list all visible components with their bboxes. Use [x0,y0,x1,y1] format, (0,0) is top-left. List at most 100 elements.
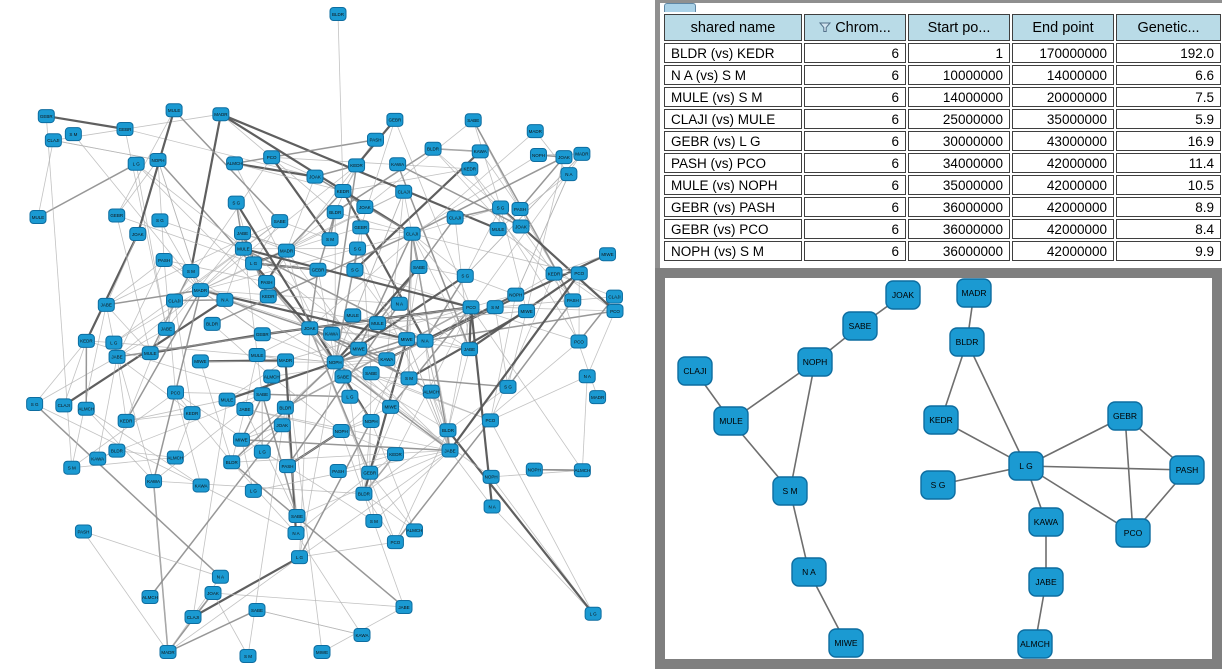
network-edge[interactable] [553,273,615,298]
network-node[interactable]: MIWE [232,432,250,447]
network-edge[interactable] [411,156,565,235]
network-edge[interactable] [200,289,407,341]
network-node-MADR[interactable]: MADR [956,278,992,308]
network-node[interactable]: KEDR [77,333,95,348]
network-node[interactable]: PASH [564,293,582,308]
network-edge[interactable] [174,300,193,414]
network-edge[interactable] [494,273,555,308]
table-cell[interactable]: 6.6 [1116,65,1221,85]
network-edge[interactable] [83,531,169,653]
table-cell[interactable]: 36000000 [908,241,1010,261]
network-edge[interactable] [298,420,372,558]
network-node[interactable]: PASH [329,463,347,478]
network-node[interactable]: S M [182,263,200,278]
network-edge[interactable] [495,306,616,312]
network-edge[interactable] [479,151,521,210]
network-edge[interactable] [113,289,201,344]
network-node[interactable]: JABE [157,321,175,336]
network-edge[interactable] [411,233,466,277]
network-edge[interactable] [45,116,73,468]
network-edge[interactable] [358,348,432,393]
network-node[interactable]: NOPH [326,355,344,370]
network-node[interactable]: N A [578,369,596,384]
network-edge[interactable] [116,259,165,358]
network-node-BLDR[interactable]: BLDR [949,327,985,357]
network-node-GEBR[interactable]: GEBR [1107,401,1143,431]
network-node[interactable]: S G [227,195,245,210]
network-edge[interactable] [373,450,451,522]
network-edge[interactable] [234,139,376,165]
network-edge[interactable] [226,361,336,401]
network-node[interactable]: BLDR [203,316,221,331]
network-node-JABE[interactable]: JABE [1028,567,1064,597]
network-node[interactable]: S G [349,241,367,256]
table-cell[interactable]: BLDR (vs) KEDR [664,43,802,63]
network-edge[interactable] [253,262,319,271]
table-cell[interactable]: 16.9 [1116,131,1221,151]
network-node[interactable]: MULE [234,241,252,256]
network-edge[interactable] [287,465,375,522]
network-node[interactable]: BLDR [223,455,241,470]
network-edge[interactable] [85,233,139,342]
network-node[interactable]: L G [245,256,263,271]
network-node[interactable]: S M [239,649,257,663]
network-edge[interactable] [235,202,245,249]
network-edge[interactable] [369,472,415,531]
network-node[interactable]: CLAJI [395,184,413,199]
network-edge[interactable] [116,356,127,421]
network-edge[interactable] [295,532,363,636]
network-node[interactable]: S M [365,514,383,529]
network-node[interactable]: JABE [461,342,479,357]
table-row[interactable]: BLDR (vs) KEDR 6 1 170000000 192.0 [664,43,1221,63]
network-node[interactable]: SABE [288,509,306,524]
table-row[interactable]: GEBR (vs) L G 6 30000000 43000000 16.9 [664,131,1221,151]
table-cell[interactable]: 7.5 [1116,87,1221,107]
network-edge[interactable] [309,327,451,451]
column-header-end-point[interactable]: End point [1012,14,1114,41]
network-edge[interactable] [34,340,87,405]
network-node[interactable]: PASH [511,202,529,216]
network-edge[interactable] [86,408,202,486]
network-node[interactable]: ALMCH [573,463,591,478]
network-node[interactable]: L G [253,444,271,459]
network-node[interactable]: NOPH [362,413,380,428]
network-node[interactable]: JABE [441,443,459,458]
network-node[interactable]: BLDR [355,486,373,501]
network-node-MIWE[interactable]: MIWE [828,628,864,658]
network-edge[interactable] [285,190,344,252]
network-edge[interactable] [447,386,509,431]
network-edge[interactable] [125,289,202,422]
network-edge[interactable] [360,226,413,235]
network-node-NA[interactable]: N A [791,557,827,587]
network-node[interactable]: PCO [386,535,404,550]
network-edge[interactable] [200,485,297,534]
network-edge[interactable] [334,362,449,431]
network-node[interactable]: BLDR [276,400,294,415]
network-edge[interactable] [106,289,201,306]
network-edge[interactable] [244,408,342,432]
network-edge[interactable] [308,269,319,329]
network-node[interactable]: MADR [277,353,295,368]
network-edge[interactable] [226,360,286,401]
table-cell[interactable]: 10.5 [1116,175,1221,195]
network-node[interactable]: SABE [253,387,271,402]
network-node[interactable]: SABE [271,214,289,229]
network-edge[interactable] [113,342,336,363]
network-node[interactable]: MULE [248,348,266,363]
network-node[interactable]: NOPH [529,148,547,163]
network-node[interactable]: NOPH [482,469,500,484]
network-node-JOAK[interactable]: JOAK [885,280,921,310]
network-node-SM[interactable]: S M [772,476,808,506]
main-network-panel[interactable]: BLDR KEDR MULE NOPH GEBR PASH PCO CLAJI JOAK SABE… [0,0,655,669]
network-node[interactable]: ALMCH [77,401,95,416]
network-node[interactable]: N A [416,333,434,348]
table-row[interactable]: PASH (vs) PCO 6 34000000 42000000 11.4 [664,153,1221,173]
network-edge[interactable] [464,207,501,277]
network-node-CLAJI[interactable]: CLAJI [677,356,713,386]
network-edge[interactable] [519,156,565,210]
network-edge[interactable] [105,233,139,306]
network-edge[interactable] [534,130,570,175]
network-edge[interactable] [135,163,167,329]
network-edge[interactable] [126,399,228,422]
table-cell[interactable]: 6 [804,197,906,217]
